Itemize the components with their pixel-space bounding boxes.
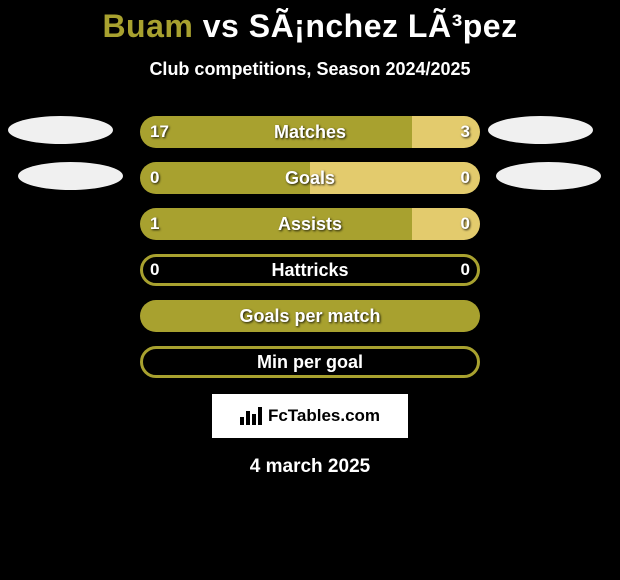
- bar-right: [412, 116, 480, 148]
- bar-track: [140, 300, 480, 332]
- bar-left: [140, 116, 412, 148]
- bar-left: [140, 208, 412, 240]
- player-left-name: Buam: [102, 8, 193, 44]
- bar-track: [140, 162, 480, 194]
- bar-right: [310, 162, 480, 194]
- bar-chart-icon: [240, 407, 262, 425]
- source-badge-text: FcTables.com: [268, 406, 380, 426]
- source-badge: FcTables.com: [210, 392, 410, 440]
- date-label: 4 march 2025: [0, 456, 620, 478]
- stat-row: 10Assists: [0, 208, 620, 240]
- bar-right: [412, 208, 480, 240]
- comparison-infographic: Buam vs SÃ¡nchez LÃ³pez Club competition…: [0, 8, 620, 580]
- stat-row: Min per goal: [0, 346, 620, 378]
- bar-left: [140, 300, 480, 332]
- player-right-name: SÃ¡nchez LÃ³pez: [249, 8, 518, 44]
- bar-outline: [140, 346, 480, 378]
- title-vs: vs: [193, 8, 248, 44]
- bar-outline: [140, 254, 480, 286]
- stat-row: 00Hattricks: [0, 254, 620, 286]
- avatar-placeholder: [8, 116, 113, 144]
- avatar-placeholder: [18, 162, 123, 190]
- bar-left: [140, 162, 310, 194]
- avatar-placeholder: [496, 162, 601, 190]
- avatar-placeholder: [488, 116, 593, 144]
- subtitle: Club competitions, Season 2024/2025: [0, 59, 620, 80]
- page-title: Buam vs SÃ¡nchez LÃ³pez: [0, 8, 620, 45]
- bar-track: [140, 116, 480, 148]
- stat-row: Goals per match: [0, 300, 620, 332]
- chart-area: 173Matches00Goals10Assists00HattricksGoa…: [0, 116, 620, 378]
- bar-track: [140, 208, 480, 240]
